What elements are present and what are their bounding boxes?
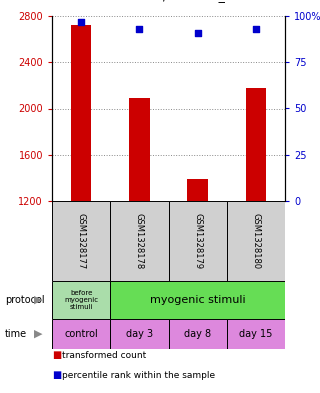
Text: day 8: day 8 — [184, 329, 211, 339]
Text: before
myogenic
stimuli: before myogenic stimuli — [64, 290, 98, 310]
Bar — [52, 281, 110, 319]
Text: ■: ■ — [52, 370, 61, 380]
Text: transformed count: transformed count — [62, 351, 146, 360]
Bar — [169, 201, 227, 281]
Bar — [110, 201, 169, 281]
Bar — [227, 201, 285, 281]
Bar — [169, 319, 227, 349]
Text: GSM1328180: GSM1328180 — [252, 213, 260, 269]
Text: ▶: ▶ — [34, 295, 42, 305]
Text: GSM1328177: GSM1328177 — [76, 213, 86, 269]
Bar — [52, 319, 110, 349]
Bar — [188, 179, 208, 201]
Text: day 15: day 15 — [239, 329, 273, 339]
Text: GSM1328178: GSM1328178 — [135, 213, 144, 269]
Text: control: control — [64, 329, 98, 339]
Bar — [110, 281, 285, 319]
Text: GDS5632 / 211930_at: GDS5632 / 211930_at — [100, 0, 237, 2]
Text: ▶: ▶ — [34, 329, 42, 339]
Bar — [110, 319, 169, 349]
Bar — [71, 25, 91, 201]
Text: myogenic stimuli: myogenic stimuli — [150, 295, 245, 305]
Point — [79, 18, 84, 25]
Text: ■: ■ — [52, 350, 61, 360]
Point — [253, 26, 259, 32]
Bar — [129, 98, 149, 201]
Text: protocol: protocol — [5, 295, 44, 305]
Text: time: time — [5, 329, 27, 339]
Bar — [52, 201, 110, 281]
Text: day 3: day 3 — [126, 329, 153, 339]
Point — [137, 26, 142, 32]
Bar — [227, 319, 285, 349]
Text: percentile rank within the sample: percentile rank within the sample — [62, 371, 215, 380]
Bar — [246, 88, 266, 201]
Point — [195, 29, 200, 36]
Text: GSM1328179: GSM1328179 — [193, 213, 202, 269]
